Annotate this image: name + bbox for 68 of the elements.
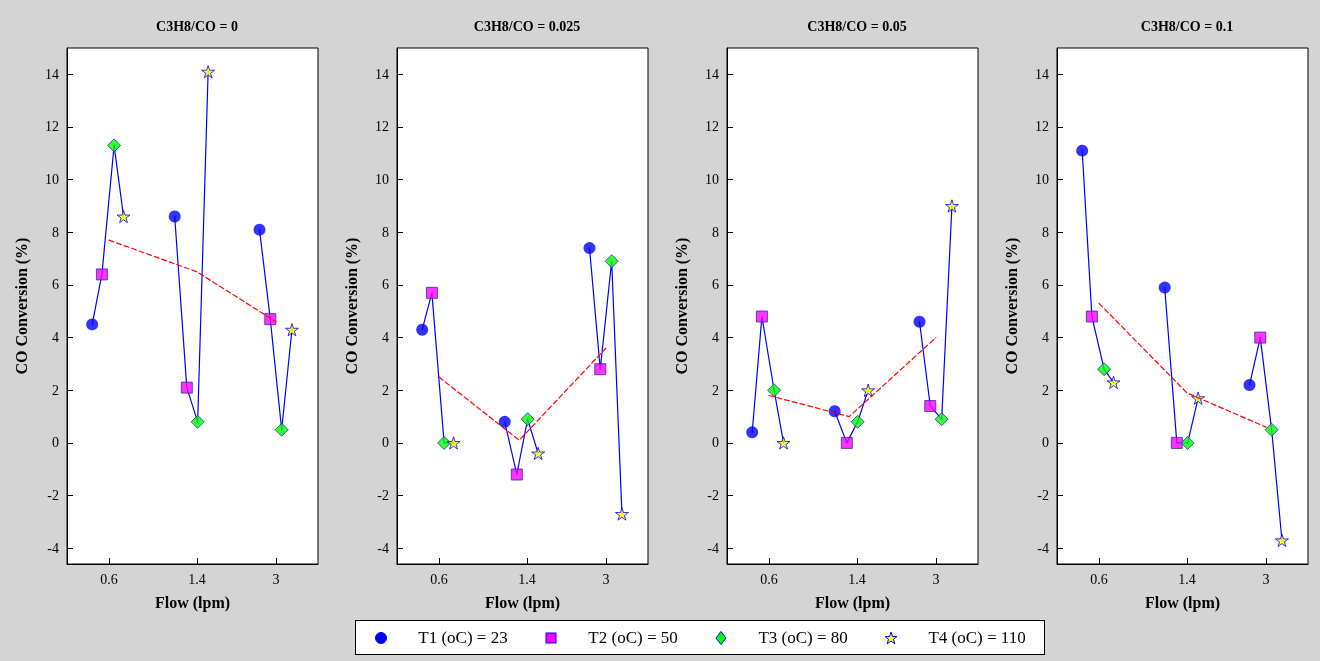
x-tick-label: 3 bbox=[932, 571, 940, 587]
y-tick-label: 8 bbox=[712, 224, 719, 240]
y-tick-label: 4 bbox=[712, 330, 719, 346]
chart-title: C3H8/CO = 0.05 bbox=[807, 18, 907, 34]
y-tick-label: 0 bbox=[382, 435, 389, 451]
y-tick-label: 2 bbox=[712, 382, 719, 398]
x-tick-label: 3 bbox=[272, 571, 280, 587]
y-tick-label: 12 bbox=[45, 119, 59, 135]
legend-label: T1 (oC) = 23 bbox=[418, 627, 508, 648]
x-tick-label: 0.6 bbox=[100, 571, 118, 587]
y-tick-label: 4 bbox=[382, 330, 389, 346]
y-tick-label: 10 bbox=[1035, 172, 1049, 188]
y-axis-title: CO Conversion (%) bbox=[12, 237, 31, 375]
y-tick-label: -4 bbox=[47, 540, 59, 556]
y-tick-label: 2 bbox=[52, 382, 59, 398]
y-tick-label: 12 bbox=[375, 119, 389, 135]
x-axis-title: Flow (lpm) bbox=[484, 593, 561, 612]
y-tick-label: 8 bbox=[1042, 224, 1049, 240]
legend-label: T4 (oC) = 110 bbox=[928, 627, 1026, 648]
y-tick-label: 0 bbox=[712, 435, 719, 451]
y-axis-title: CO Conversion (%) bbox=[672, 237, 691, 375]
y-tick-label: 6 bbox=[52, 277, 59, 293]
y-tick-label: 8 bbox=[382, 224, 389, 240]
x-tick-label: 0.6 bbox=[430, 571, 448, 587]
y-tick-label: -2 bbox=[377, 488, 389, 504]
y-tick-label: 0 bbox=[52, 435, 59, 451]
legend-label: T3 (oC) = 80 bbox=[758, 627, 848, 648]
y-tick-label: 2 bbox=[1042, 382, 1049, 398]
y-tick-label: 12 bbox=[705, 119, 719, 135]
y-tick-label: 14 bbox=[375, 66, 389, 82]
x-tick-label: 1.4 bbox=[1178, 571, 1196, 587]
y-tick-label: 0 bbox=[1042, 435, 1049, 451]
x-tick-label: 0.6 bbox=[1090, 571, 1108, 587]
x-tick-label: 1.4 bbox=[518, 571, 536, 587]
x-tick-label: 3 bbox=[1262, 571, 1270, 587]
y-tick-label: 10 bbox=[375, 172, 389, 188]
y-axis-title: CO Conversion (%) bbox=[342, 237, 361, 375]
legend-label: T2 (oC) = 50 bbox=[588, 627, 678, 648]
y-tick-label: -4 bbox=[377, 540, 389, 556]
y-tick-label: -2 bbox=[1037, 488, 1049, 504]
x-axis-title: Flow (lpm) bbox=[1144, 593, 1221, 612]
y-tick-label: 6 bbox=[1042, 277, 1049, 293]
y-tick-label: 4 bbox=[52, 330, 59, 346]
y-axis-title: CO Conversion (%) bbox=[1002, 237, 1021, 375]
x-tick-label: 0.6 bbox=[760, 571, 778, 587]
y-tick-label: 12 bbox=[1035, 119, 1049, 135]
chart-title: C3H8/CO = 0.025 bbox=[473, 18, 581, 34]
y-tick-label: 10 bbox=[45, 172, 59, 188]
y-tick-label: 14 bbox=[1035, 66, 1049, 82]
x-tick-label: 1.4 bbox=[188, 571, 206, 587]
y-tick-label: 4 bbox=[1042, 330, 1049, 346]
y-tick-label: 6 bbox=[712, 277, 719, 293]
y-tick-label: 6 bbox=[382, 277, 389, 293]
chart-title: C3H8/CO = 0.1 bbox=[1140, 18, 1234, 34]
x-axis-title: Flow (lpm) bbox=[154, 593, 231, 612]
x-tick-label: 1.4 bbox=[848, 571, 866, 587]
y-tick-label: -4 bbox=[707, 540, 719, 556]
y-tick-label: -2 bbox=[47, 488, 59, 504]
y-tick-label: 14 bbox=[45, 66, 59, 82]
y-tick-label: 2 bbox=[382, 382, 389, 398]
y-tick-label: -2 bbox=[707, 488, 719, 504]
chart-title: C3H8/CO = 0 bbox=[156, 18, 238, 34]
y-tick-label: 10 bbox=[705, 172, 719, 188]
y-tick-label: 8 bbox=[52, 224, 59, 240]
x-tick-label: 3 bbox=[602, 571, 610, 587]
y-tick-label: -4 bbox=[1037, 540, 1049, 556]
x-axis-title: Flow (lpm) bbox=[814, 593, 891, 612]
y-tick-label: 14 bbox=[705, 66, 719, 82]
